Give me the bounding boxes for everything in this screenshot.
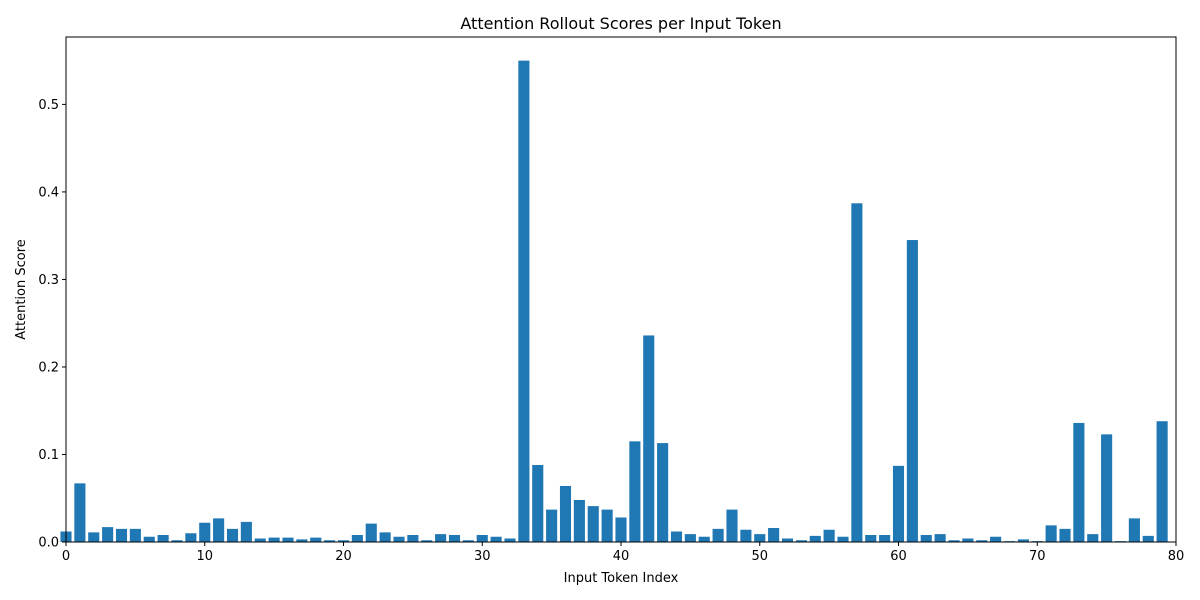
bar-token-11 bbox=[213, 518, 225, 542]
bar-token-67 bbox=[990, 536, 1002, 542]
bar-token-27 bbox=[435, 534, 447, 542]
x-tick-label: 10 bbox=[196, 549, 213, 564]
x-axis-ticks: 0 10 20 30 40 50 60 70 80 bbox=[62, 542, 1184, 564]
bar-token-36 bbox=[559, 485, 572, 542]
bar-token-45 bbox=[684, 534, 696, 542]
bar-token-9 bbox=[185, 533, 197, 542]
y-tick-label: 0.3 bbox=[38, 273, 59, 288]
bar-token-79 bbox=[1156, 421, 1168, 542]
bar-token-7 bbox=[157, 535, 169, 542]
bar-token-61 bbox=[906, 240, 918, 543]
bar-token-48 bbox=[726, 509, 738, 542]
bar-token-56 bbox=[837, 536, 849, 542]
chart-title: Attention Rollout Scores per Input Token bbox=[460, 14, 781, 33]
bar-token-46 bbox=[698, 536, 710, 542]
bar-token-51 bbox=[768, 528, 780, 542]
x-tick-label: 50 bbox=[751, 549, 768, 564]
y-tick-label: 0.5 bbox=[38, 98, 59, 113]
plot-frame bbox=[65, 36, 1177, 543]
bar-token-32 bbox=[504, 538, 516, 542]
bar-token-6 bbox=[143, 536, 155, 542]
bar-token-74 bbox=[1087, 534, 1099, 542]
y-tick-label: 0.2 bbox=[38, 360, 59, 375]
y-tick-label: 0.1 bbox=[38, 448, 59, 463]
bar-token-55 bbox=[823, 529, 835, 542]
bar-token-15 bbox=[268, 537, 280, 542]
bar-token-57 bbox=[851, 203, 863, 543]
bar-token-2 bbox=[88, 532, 100, 542]
bar-token-60 bbox=[892, 465, 905, 542]
bar-token-75 bbox=[1101, 434, 1113, 542]
bar-token-16 bbox=[282, 537, 294, 542]
bar-token-20 bbox=[337, 540, 350, 542]
bar-token-63 bbox=[934, 534, 946, 542]
bar-token-12 bbox=[226, 528, 239, 542]
bar-token-38 bbox=[587, 506, 599, 542]
bar-token-31 bbox=[490, 536, 502, 542]
bar-token-77 bbox=[1128, 518, 1140, 542]
y-tick-label: 0.4 bbox=[38, 185, 59, 200]
bar-token-43 bbox=[657, 443, 669, 542]
bar-token-54 bbox=[809, 535, 821, 542]
bar-token-40 bbox=[615, 517, 627, 542]
bar-token-71 bbox=[1045, 525, 1057, 542]
bar-token-26 bbox=[421, 540, 433, 542]
bar-token-3 bbox=[102, 527, 114, 542]
bar-token-69 bbox=[1017, 539, 1029, 542]
bar-token-21 bbox=[351, 535, 363, 542]
bar-token-5 bbox=[129, 528, 141, 542]
bar-token-58 bbox=[865, 535, 877, 542]
bar-token-65 bbox=[962, 538, 974, 542]
bar-token-14 bbox=[254, 538, 266, 542]
bar-token-39 bbox=[601, 509, 613, 542]
bar-token-42 bbox=[643, 335, 655, 542]
bar-token-66 bbox=[976, 540, 988, 542]
x-tick-label: 60 bbox=[890, 549, 907, 564]
bar-token-41 bbox=[629, 441, 641, 542]
bar-token-1 bbox=[74, 483, 86, 542]
bar-token-25 bbox=[407, 535, 419, 542]
bar-token-24 bbox=[393, 536, 405, 542]
bar-token-4 bbox=[115, 528, 128, 542]
bar-token-59 bbox=[879, 535, 891, 542]
bar-token-34 bbox=[532, 464, 544, 542]
bar-token-18 bbox=[310, 537, 322, 542]
y-axis-ticks: 0.0 0.1 0.2 0.3 0.4 0.5 bbox=[38, 98, 66, 551]
bar-token-17 bbox=[296, 539, 308, 542]
bar-token-78 bbox=[1142, 535, 1154, 542]
bar-token-64 bbox=[948, 540, 960, 542]
bar-token-30 bbox=[476, 535, 488, 542]
bar-token-53 bbox=[795, 540, 807, 542]
x-tick-label: 30 bbox=[474, 549, 491, 564]
bar-token-28 bbox=[448, 535, 461, 542]
bar-token-29 bbox=[462, 540, 474, 542]
x-tick-label: 20 bbox=[335, 549, 352, 564]
bar-token-50 bbox=[754, 534, 766, 542]
bar-token-73 bbox=[1073, 422, 1085, 542]
bar-token-44 bbox=[670, 531, 683, 542]
bar-token-8 bbox=[171, 540, 183, 542]
bar-token-22 bbox=[365, 523, 377, 542]
bar-token-19 bbox=[324, 540, 336, 542]
bar-token-62 bbox=[920, 535, 932, 542]
bars-group bbox=[60, 60, 1168, 543]
bar-token-10 bbox=[199, 522, 211, 542]
bar-token-47 bbox=[712, 528, 724, 542]
bar-token-52 bbox=[781, 538, 794, 542]
y-axis-label: Attention Score bbox=[14, 239, 29, 340]
y-tick-label: 0.0 bbox=[38, 536, 59, 551]
bar-token-72 bbox=[1059, 528, 1071, 542]
bar-token-35 bbox=[546, 509, 558, 542]
x-tick-label: 80 bbox=[1168, 549, 1185, 564]
bar-token-33 bbox=[518, 60, 530, 542]
x-tick-label: 0 bbox=[62, 549, 70, 564]
bar-token-49 bbox=[740, 529, 752, 542]
bar-token-23 bbox=[379, 532, 391, 542]
x-tick-label: 70 bbox=[1029, 549, 1046, 564]
x-tick-label: 40 bbox=[613, 549, 630, 564]
x-axis-label: Input Token Index bbox=[564, 571, 679, 586]
bar-token-37 bbox=[573, 499, 585, 542]
bar-token-13 bbox=[240, 521, 252, 542]
